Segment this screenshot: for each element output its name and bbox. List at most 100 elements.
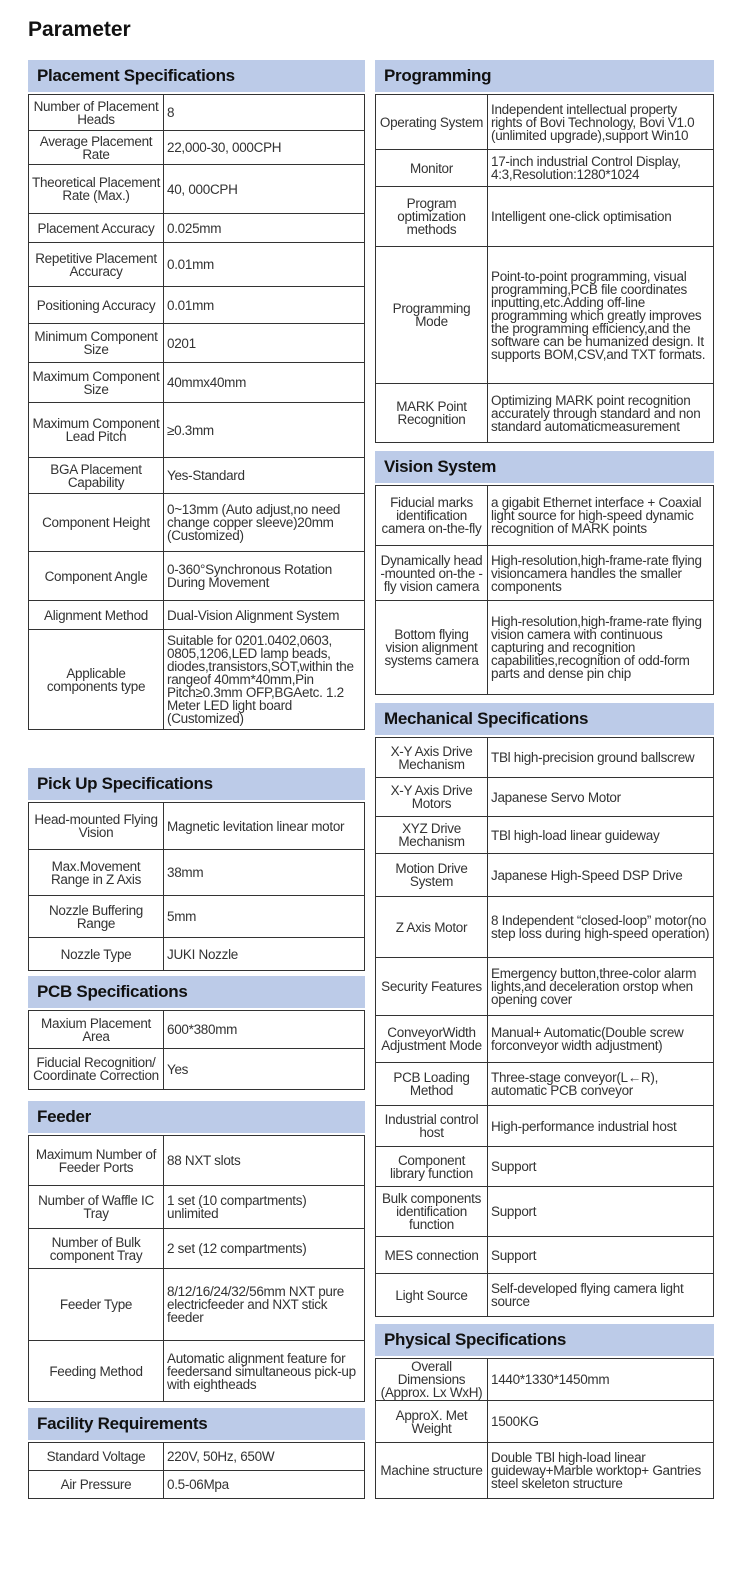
left-section-3: Feeder Maximum Number of Feeder Ports 88 N…	[28, 1101, 365, 1402]
spec-value: Point-to-point programming, visual progr…	[487, 246, 714, 384]
right-section-2: Mechanical Specifications X-Y Axis Drive …	[375, 703, 714, 1317]
table-row: Standard Voltage 220V, 50Hz, 650W	[28, 1442, 365, 1471]
right-section-3: Physical Specifications Overall Dimension…	[375, 1324, 714, 1499]
table-row: Nozzle Buffering Range 5mm	[28, 895, 365, 938]
page-title: Parameter	[28, 18, 131, 41]
spec-label: Nozzle Type	[28, 937, 164, 971]
spec-value: Support	[487, 1186, 714, 1237]
spec-value: 600*380mm	[163, 1010, 365, 1049]
spec-label: Maximum Number of Feeder Ports	[28, 1135, 164, 1186]
spec-label: Average Placement Rate	[28, 130, 164, 165]
table-row: Fiducial Recognition/ Coordinate Correct…	[28, 1048, 365, 1090]
spec-value: 0-360°Synchronous Rotation During Moveme…	[163, 551, 365, 601]
spec-value: Suitable for 0201.0402,0603, 0805,1206,L…	[163, 629, 365, 730]
table-row: BGA Placement Capability Yes-Standard	[28, 457, 365, 494]
spec-label: Head-mounted Flying Vision	[28, 802, 164, 850]
spec-value: TBl high-load linear guideway	[487, 816, 714, 854]
table-row: X-Y Axis Drive Motors Japanese Servo Moto…	[375, 777, 714, 817]
section-header: Physical Specifications	[375, 1324, 714, 1356]
spec-value: High-resolution,high-frame-rate flying v…	[487, 600, 714, 695]
spec-value: 8	[163, 94, 365, 131]
table-row: Maximum Component Lead Pitch ≥0.3mm	[28, 402, 365, 458]
table-row: Maximum Number of Feeder Ports 88 NXT slo…	[28, 1135, 365, 1186]
spec-value: 8 Independent “closed-loop” motor(no ste…	[487, 896, 714, 958]
section-header: Feeder	[28, 1101, 365, 1133]
spec-label: Dynamically head -mounted on-the -fly vi…	[375, 545, 488, 601]
spec-label: Machine structure	[375, 1442, 488, 1499]
spec-label: Operating System	[375, 94, 488, 150]
spec-label: ConveyorWidth Adjustment Mode	[375, 1015, 488, 1063]
table-row: Feeder Type 8/12/16/24/32/56mm NXT pure e…	[28, 1268, 365, 1341]
spec-label: Standard Voltage	[28, 1442, 164, 1471]
spec-label: Positioning Accuracy	[28, 286, 164, 324]
spec-value: 40mmx40mm	[163, 362, 365, 403]
table-row: Alignment Method Dual-Vision Alignment Sy…	[28, 600, 365, 630]
spec-value: 1 set (10 compartments) unlimited	[163, 1185, 365, 1229]
spec-label: Feeding Method	[28, 1340, 164, 1402]
spec-label: Feeder Type	[28, 1268, 164, 1341]
table-row: Maxium Placement Area 600*380mm	[28, 1010, 365, 1049]
spec-value: 38mm	[163, 849, 365, 896]
table-row: Bottom flying vision alignment systems c…	[375, 600, 714, 695]
spec-table: Operating System Independent intellectual…	[375, 94, 714, 443]
spec-label: Maximum Component Size	[28, 362, 164, 403]
table-row: Repetitive Placement Accuracy 0.01mm	[28, 242, 365, 287]
section-header: Placement Specifications	[28, 60, 365, 92]
table-row: Bulk components identification function S…	[375, 1186, 714, 1237]
table-row: Feeding Method Automatic alignment featur…	[28, 1340, 365, 1402]
table-row: Industrial control host High-performance …	[375, 1105, 714, 1147]
table-row: Security Features Emergency button,three-…	[375, 957, 714, 1016]
spec-table: Fiducial marks identification camera on-…	[375, 485, 714, 695]
spec-label: Light Source	[375, 1273, 488, 1317]
spec-label: Component Angle	[28, 551, 164, 601]
table-row: Head-mounted Flying Vision Magnetic levit…	[28, 802, 365, 850]
spec-label: Monitor	[375, 149, 488, 187]
section-header: Pick Up Specifications	[28, 768, 365, 800]
spec-label: Number of Waffle IC Tray	[28, 1185, 164, 1229]
table-row: Component Height 0~13mm (Auto adjust,no n…	[28, 493, 365, 552]
table-row: Applicable components type Suitable for 0…	[28, 629, 365, 730]
spec-value: High-resolution,high-frame-rate flying v…	[487, 545, 714, 601]
spec-label: Motion Drive System	[375, 853, 488, 897]
spec-value: Self-developed flying camera light sourc…	[487, 1273, 714, 1317]
spec-label: Applicable components type	[28, 629, 164, 730]
section-header: Facility Requirements	[28, 1408, 365, 1440]
table-row: Average Placement Rate 22,000-30, 000CPH	[28, 130, 365, 165]
spec-table: Maxium Placement Area 600*380mm Fiducial R…	[28, 1010, 365, 1090]
spec-value: 8/12/16/24/32/56mm NXT pure electricfeed…	[163, 1268, 365, 1341]
spec-value: 0201	[163, 323, 365, 363]
spec-label: Maxium Placement Area	[28, 1010, 164, 1049]
spec-label: Theoretical Placement Rate (Max.)	[28, 164, 164, 214]
spec-label: X-Y Axis Drive Mechanism	[375, 737, 488, 778]
spec-label: Component library function	[375, 1146, 488, 1187]
section-header: Mechanical Specifications	[375, 703, 714, 735]
right-section-0: Programming Operating System Independent i…	[375, 60, 714, 443]
spec-value: Manual+ Automatic(Double screw forconvey…	[487, 1015, 714, 1063]
table-row: Motion Drive System Japanese High-Speed D…	[375, 853, 714, 897]
spec-value: a gigabit Ethernet interface + Coaxial l…	[487, 485, 714, 546]
table-row: MARK Point Recognition Optimizing MARK po…	[375, 383, 714, 443]
table-row: Positioning Accuracy 0.01mm	[28, 286, 365, 324]
spec-label: MES connection	[375, 1236, 488, 1274]
table-row: Number of Waffle IC Tray 1 set (10 compar…	[28, 1185, 365, 1229]
table-row: Theoretical Placement Rate (Max.) 40, 000…	[28, 164, 365, 214]
table-row: ConveyorWidth Adjustment Mode Manual+ Aut…	[375, 1015, 714, 1063]
spec-value: Yes	[163, 1048, 365, 1090]
spec-value: 220V, 50Hz, 650W	[163, 1442, 365, 1471]
section-header: Programming	[375, 60, 714, 92]
table-row: Programming Mode Point-to-point programmi…	[375, 246, 714, 384]
table-row: Monitor 17-inch industrial Control Displa…	[375, 149, 714, 187]
spec-value: TBl high-precision ground ballscrew	[487, 737, 714, 778]
left-section-1: Pick Up Specifications Head-mounted Flyin…	[28, 768, 365, 971]
table-row: Machine structure Double TBl high-load li…	[375, 1442, 714, 1499]
spec-value: 0~13mm (Auto adjust,no need change coppe…	[163, 493, 365, 552]
spec-value: 0.025mm	[163, 213, 365, 243]
spec-value: Double TBl high-load linear guideway+Mar…	[487, 1442, 714, 1499]
table-row: Max.Movement Range in Z Axis 38mm	[28, 849, 365, 896]
spec-label: Alignment Method	[28, 600, 164, 630]
spec-value: Independent intellectual property rights…	[487, 94, 714, 150]
left-section-0: Placement Specifications Number of Placem…	[28, 60, 365, 730]
table-row: Light Source Self-developed flying camera…	[375, 1273, 714, 1317]
spec-table: Overall Dimensions (Approx. Lx WxH) 1440*…	[375, 1358, 714, 1499]
spec-label: Industrial control host	[375, 1105, 488, 1147]
